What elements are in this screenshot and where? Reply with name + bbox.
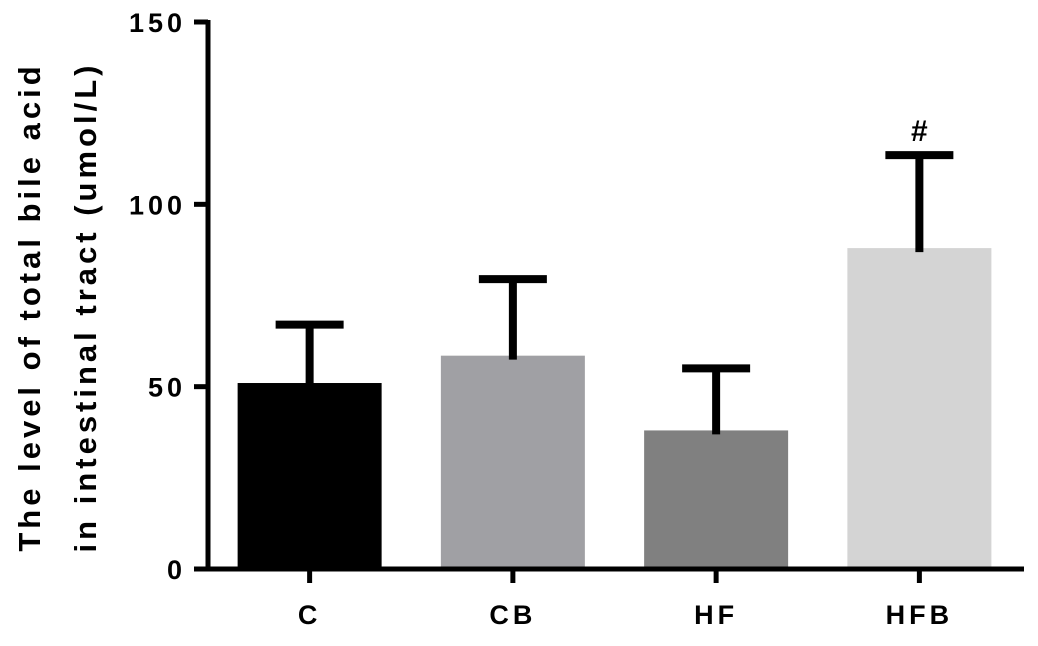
bar-c	[237, 383, 382, 569]
y-tick-label: 0	[167, 555, 186, 585]
error-bars-group	[275, 151, 954, 435]
bar-hf	[644, 430, 789, 569]
y-axis-label-line-1: The level of total bile acid	[12, 62, 47, 551]
y-tick-label: 50	[148, 373, 186, 403]
y-tick-label: 150	[129, 8, 186, 38]
significance-marker: #	[911, 115, 928, 148]
bar-cb	[440, 355, 585, 569]
x-tick-label-hf: HF	[694, 600, 738, 630]
annotations-group: #	[911, 115, 928, 148]
x-axis-ticks: C CB HF HFB	[298, 569, 954, 630]
x-tick-label-cb: CB	[489, 600, 536, 630]
bars-group	[237, 248, 992, 570]
x-tick-label-hfb: HFB	[886, 600, 954, 630]
y-axis-label-line-2: in intestinal tract (umol/L)	[68, 62, 103, 553]
y-axis-ticks: 0 50 100 150	[129, 8, 208, 585]
y-tick-label: 100	[129, 190, 186, 220]
x-tick-label-c: C	[298, 600, 322, 630]
bar-hfb	[847, 248, 992, 570]
